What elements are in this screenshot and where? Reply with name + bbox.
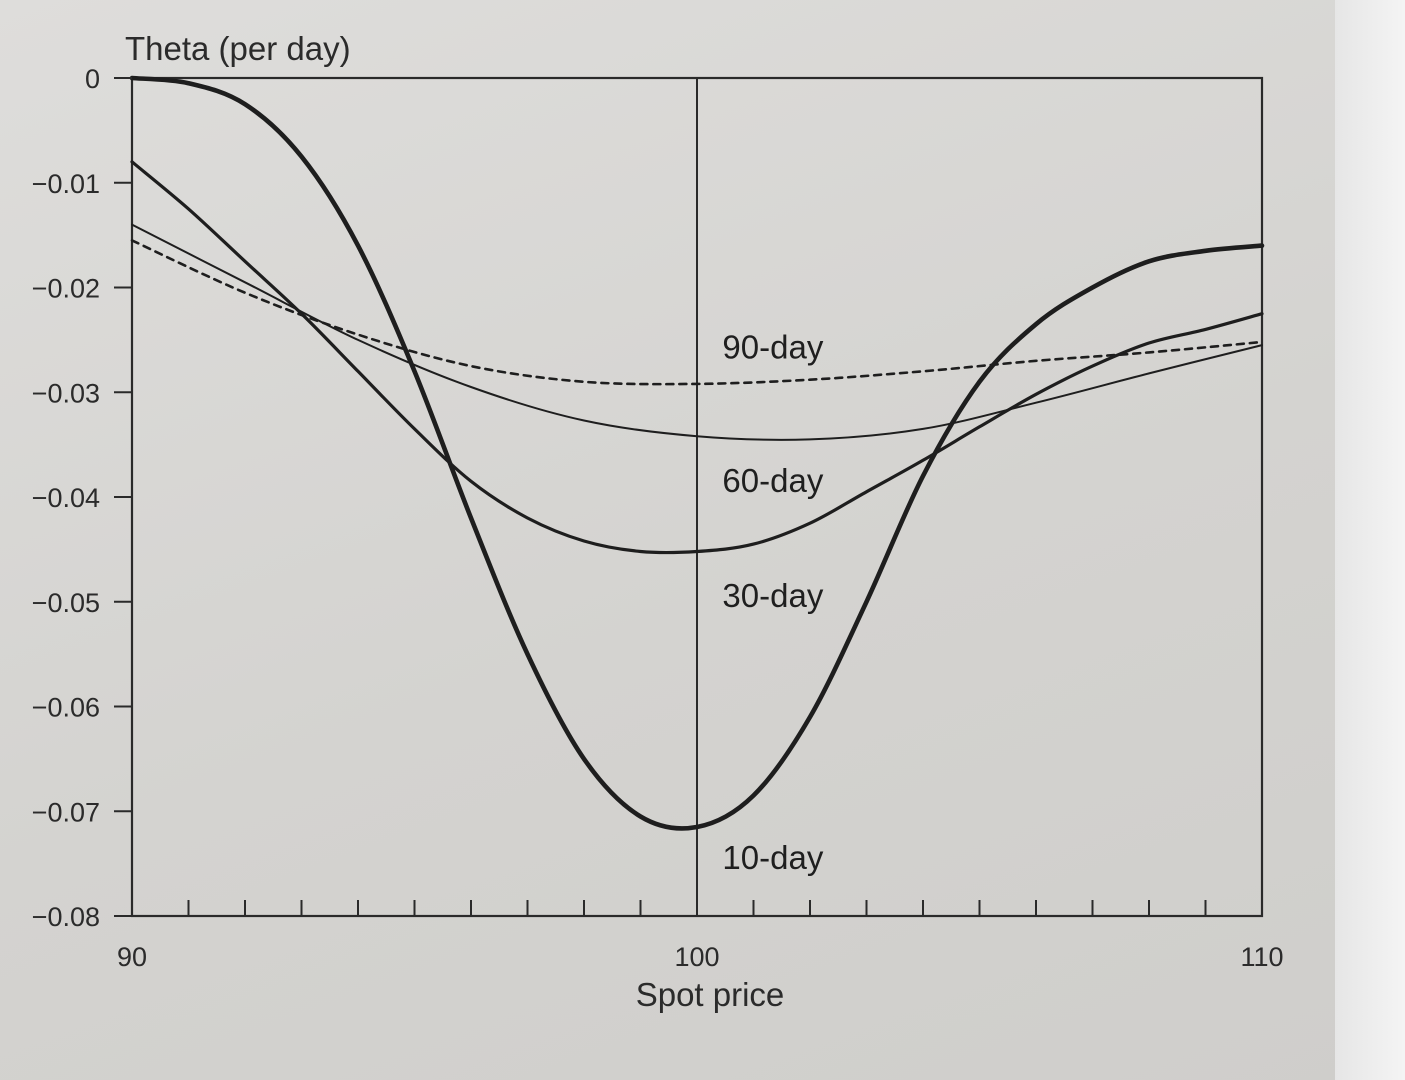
series-lines xyxy=(129,75,1265,831)
x-tick-label: 90 xyxy=(117,942,147,972)
series-line-10-day xyxy=(129,75,1265,831)
page-margin xyxy=(1335,0,1405,1080)
y-tick-label: −0.01 xyxy=(32,169,100,199)
x-tick-label: 110 xyxy=(1240,942,1283,972)
series-line-90-day xyxy=(130,239,1264,386)
series-label-30-day: 30-day xyxy=(722,577,823,614)
y-tick-label: −0.02 xyxy=(32,274,100,304)
y-tick-label: −0.03 xyxy=(32,378,100,408)
plot-frame xyxy=(130,76,1264,918)
series-label-90-day: 90-day xyxy=(722,329,823,366)
series-line-30-day xyxy=(130,160,1264,555)
y-tick-label: −0.05 xyxy=(32,588,100,618)
series-labels: 90-day 60-day 30-day 10-day xyxy=(722,329,823,876)
y-axis-title: Theta (per day) xyxy=(125,30,351,67)
axes: 0 −0.01 −0.02 −0.03 −0.04 −0.05 −0.06 −0.07 −0.0… xyxy=(32,64,1284,972)
x-tick-label: 100 xyxy=(674,942,719,972)
y-tick-label: 0 xyxy=(85,64,100,94)
series-label-10-day: 10-day xyxy=(722,839,823,876)
x-axis-title: Spot price xyxy=(636,976,785,1013)
y-tick-label: −0.07 xyxy=(32,797,100,827)
series-line-60-day xyxy=(131,223,1263,441)
y-tick-label: −0.06 xyxy=(32,693,100,723)
series-label-60-day: 60-day xyxy=(722,462,823,499)
y-tick-label: −0.04 xyxy=(32,483,100,513)
y-tick-label: −0.08 xyxy=(32,902,100,932)
